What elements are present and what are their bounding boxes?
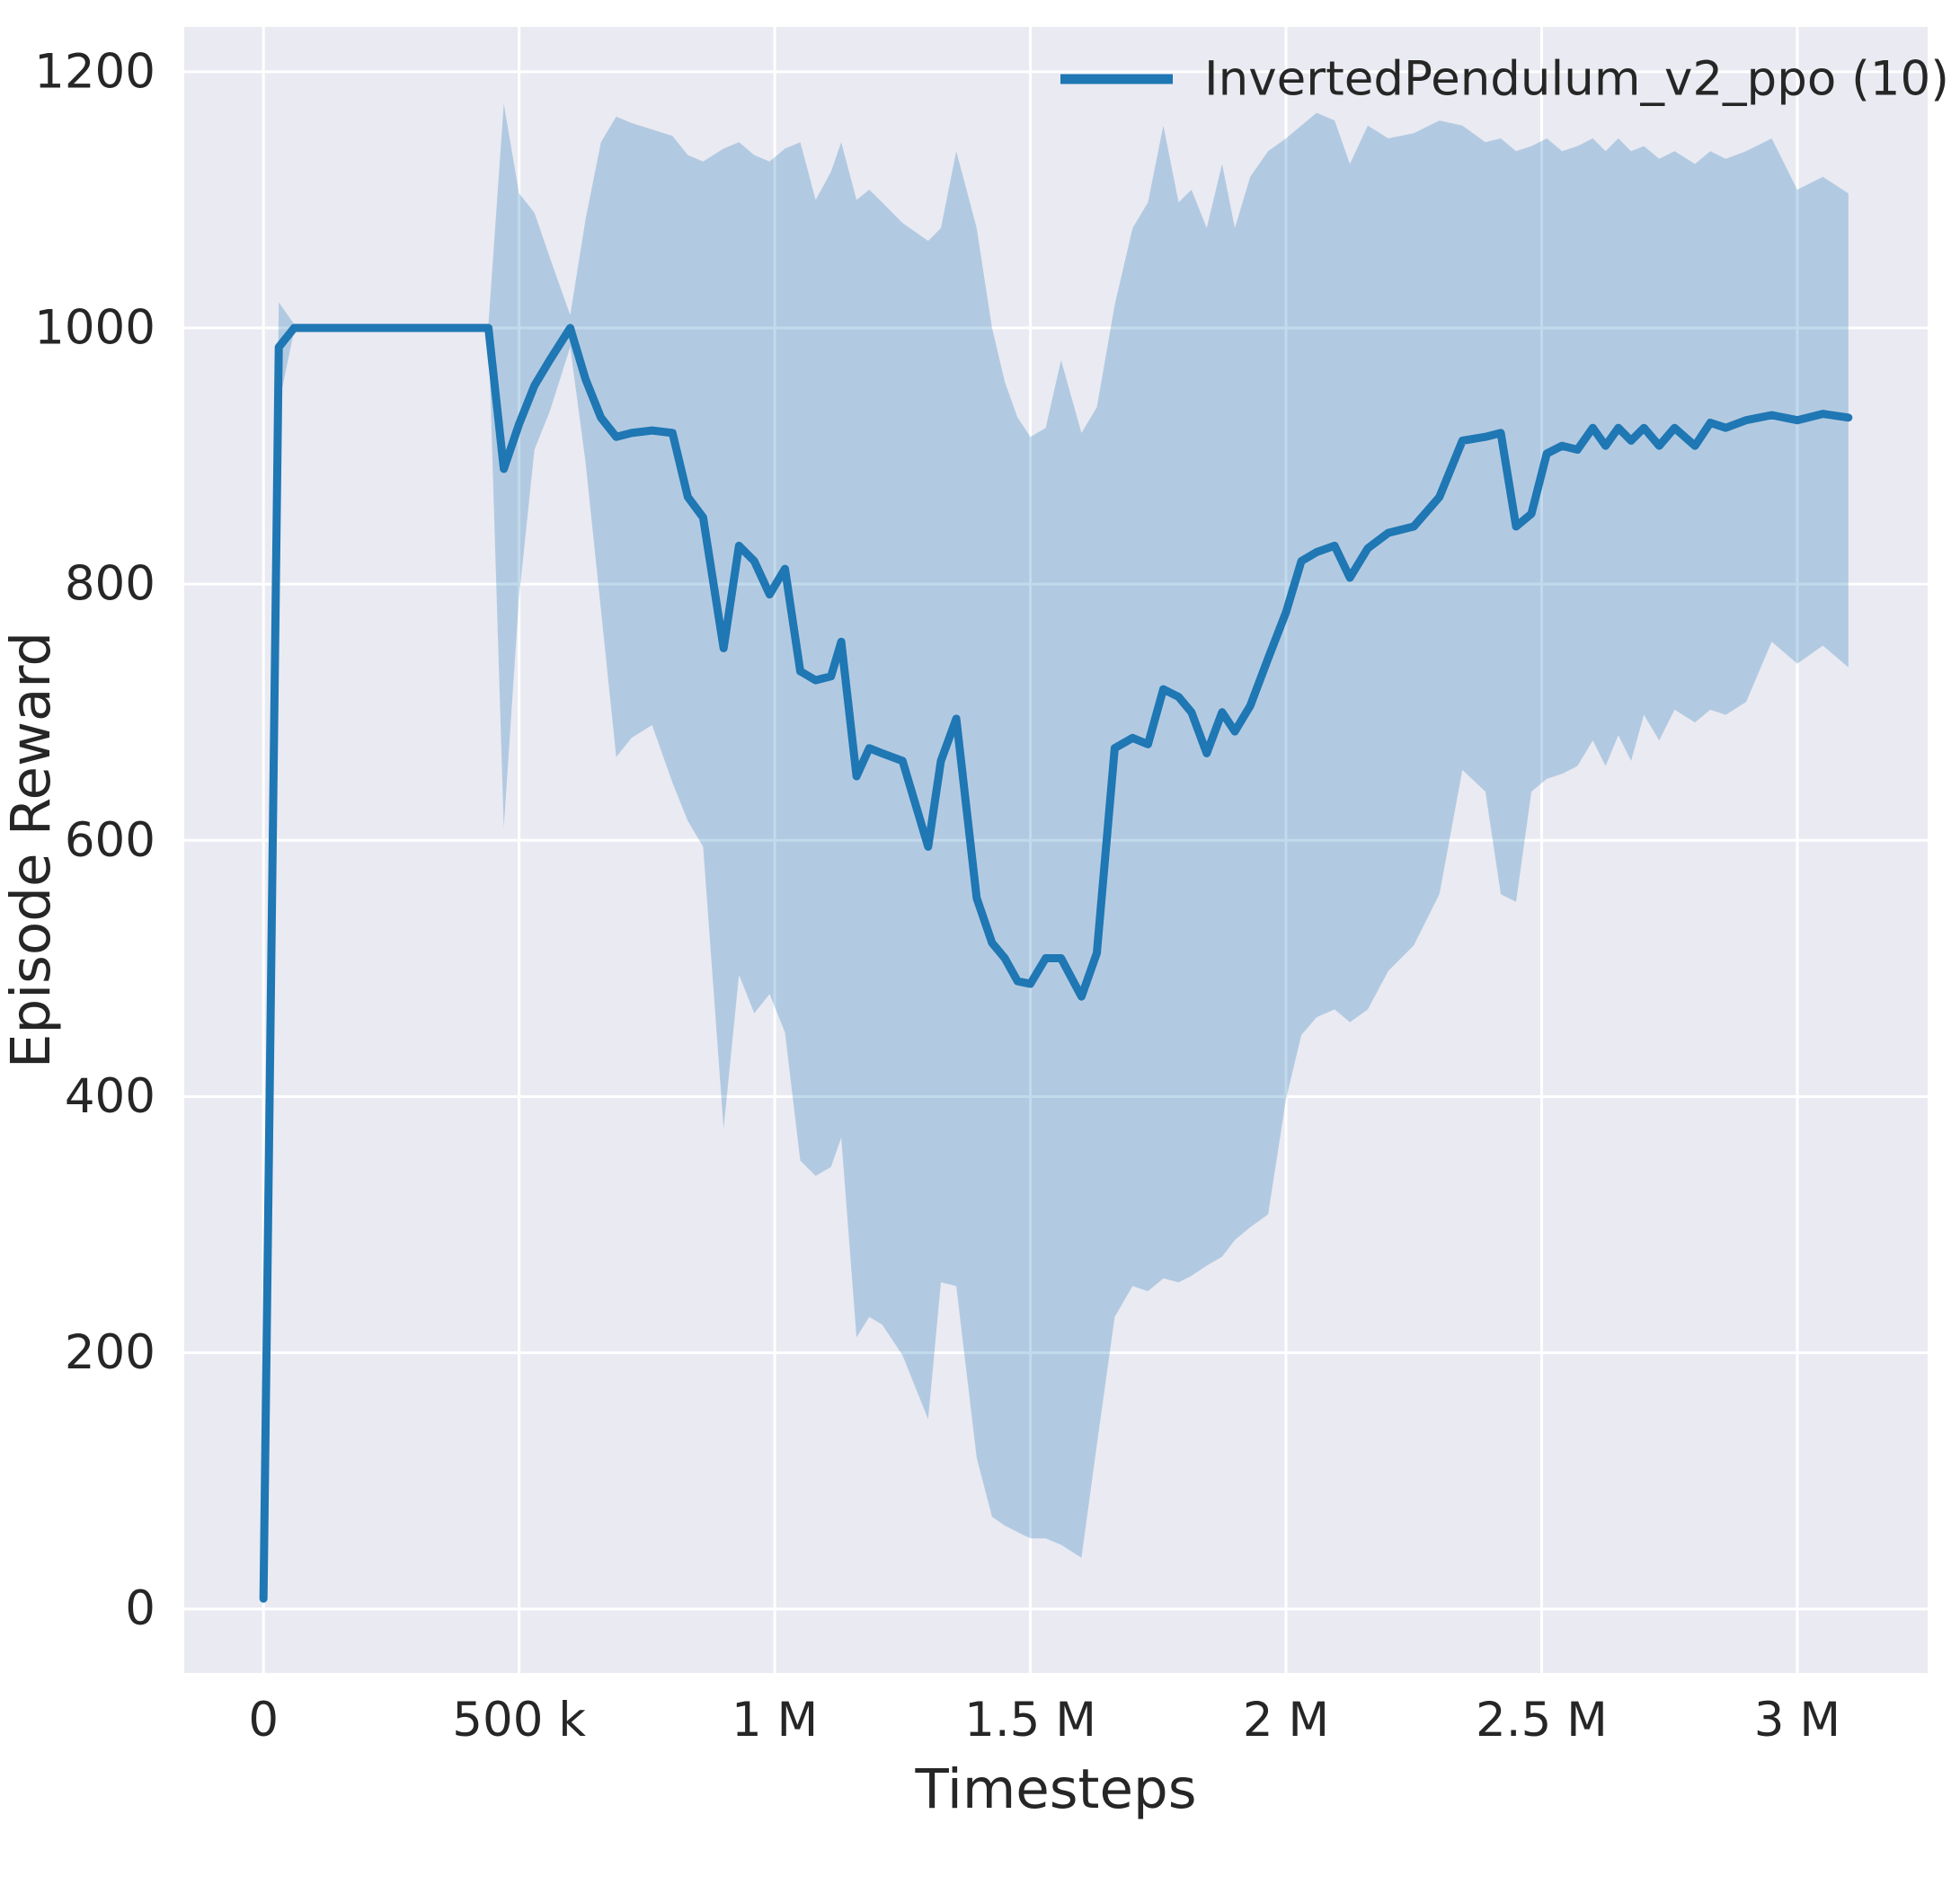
- y-tick-label: 600: [65, 813, 155, 868]
- legend-series-label: InvertedPendulum_v2_ppo (10): [1204, 52, 1949, 107]
- x-tick-label: 2.5 M: [1476, 1693, 1608, 1748]
- x-tick-label: 500 k: [452, 1693, 586, 1748]
- confidence-band: [263, 103, 1849, 1599]
- y-tick-label: 1000: [34, 301, 155, 356]
- y-tick-label: 0: [125, 1581, 155, 1636]
- y-axis-label: Episode Reward: [0, 632, 63, 1068]
- legend: InvertedPendulum_v2_ppo (10): [1060, 52, 1949, 107]
- y-tick-label: 400: [65, 1069, 155, 1124]
- x-tick-label: 3 M: [1754, 1693, 1840, 1748]
- y-tick-label: 1200: [34, 44, 155, 99]
- gridlines: [184, 27, 1928, 1673]
- x-tick-label: 1 M: [732, 1693, 818, 1748]
- x-axis-label: Timesteps: [914, 1757, 1196, 1821]
- y-tick-label: 200: [65, 1325, 155, 1380]
- x-axis-tick-labels: 0 500 k 1 M 1.5 M 2 M 2.5 M 3 M: [248, 1693, 1840, 1748]
- mean-reward-line: [259, 323, 1853, 1603]
- x-tick-label: 2 M: [1243, 1693, 1329, 1748]
- plot-area-background: [184, 27, 1928, 1673]
- x-tick-label: 0: [248, 1693, 279, 1748]
- y-tick-label: 800: [65, 557, 155, 612]
- y-axis-tick-labels: 0 200 400 600 800 1000 1200: [34, 44, 155, 1636]
- x-tick-label: 1.5 M: [964, 1693, 1096, 1748]
